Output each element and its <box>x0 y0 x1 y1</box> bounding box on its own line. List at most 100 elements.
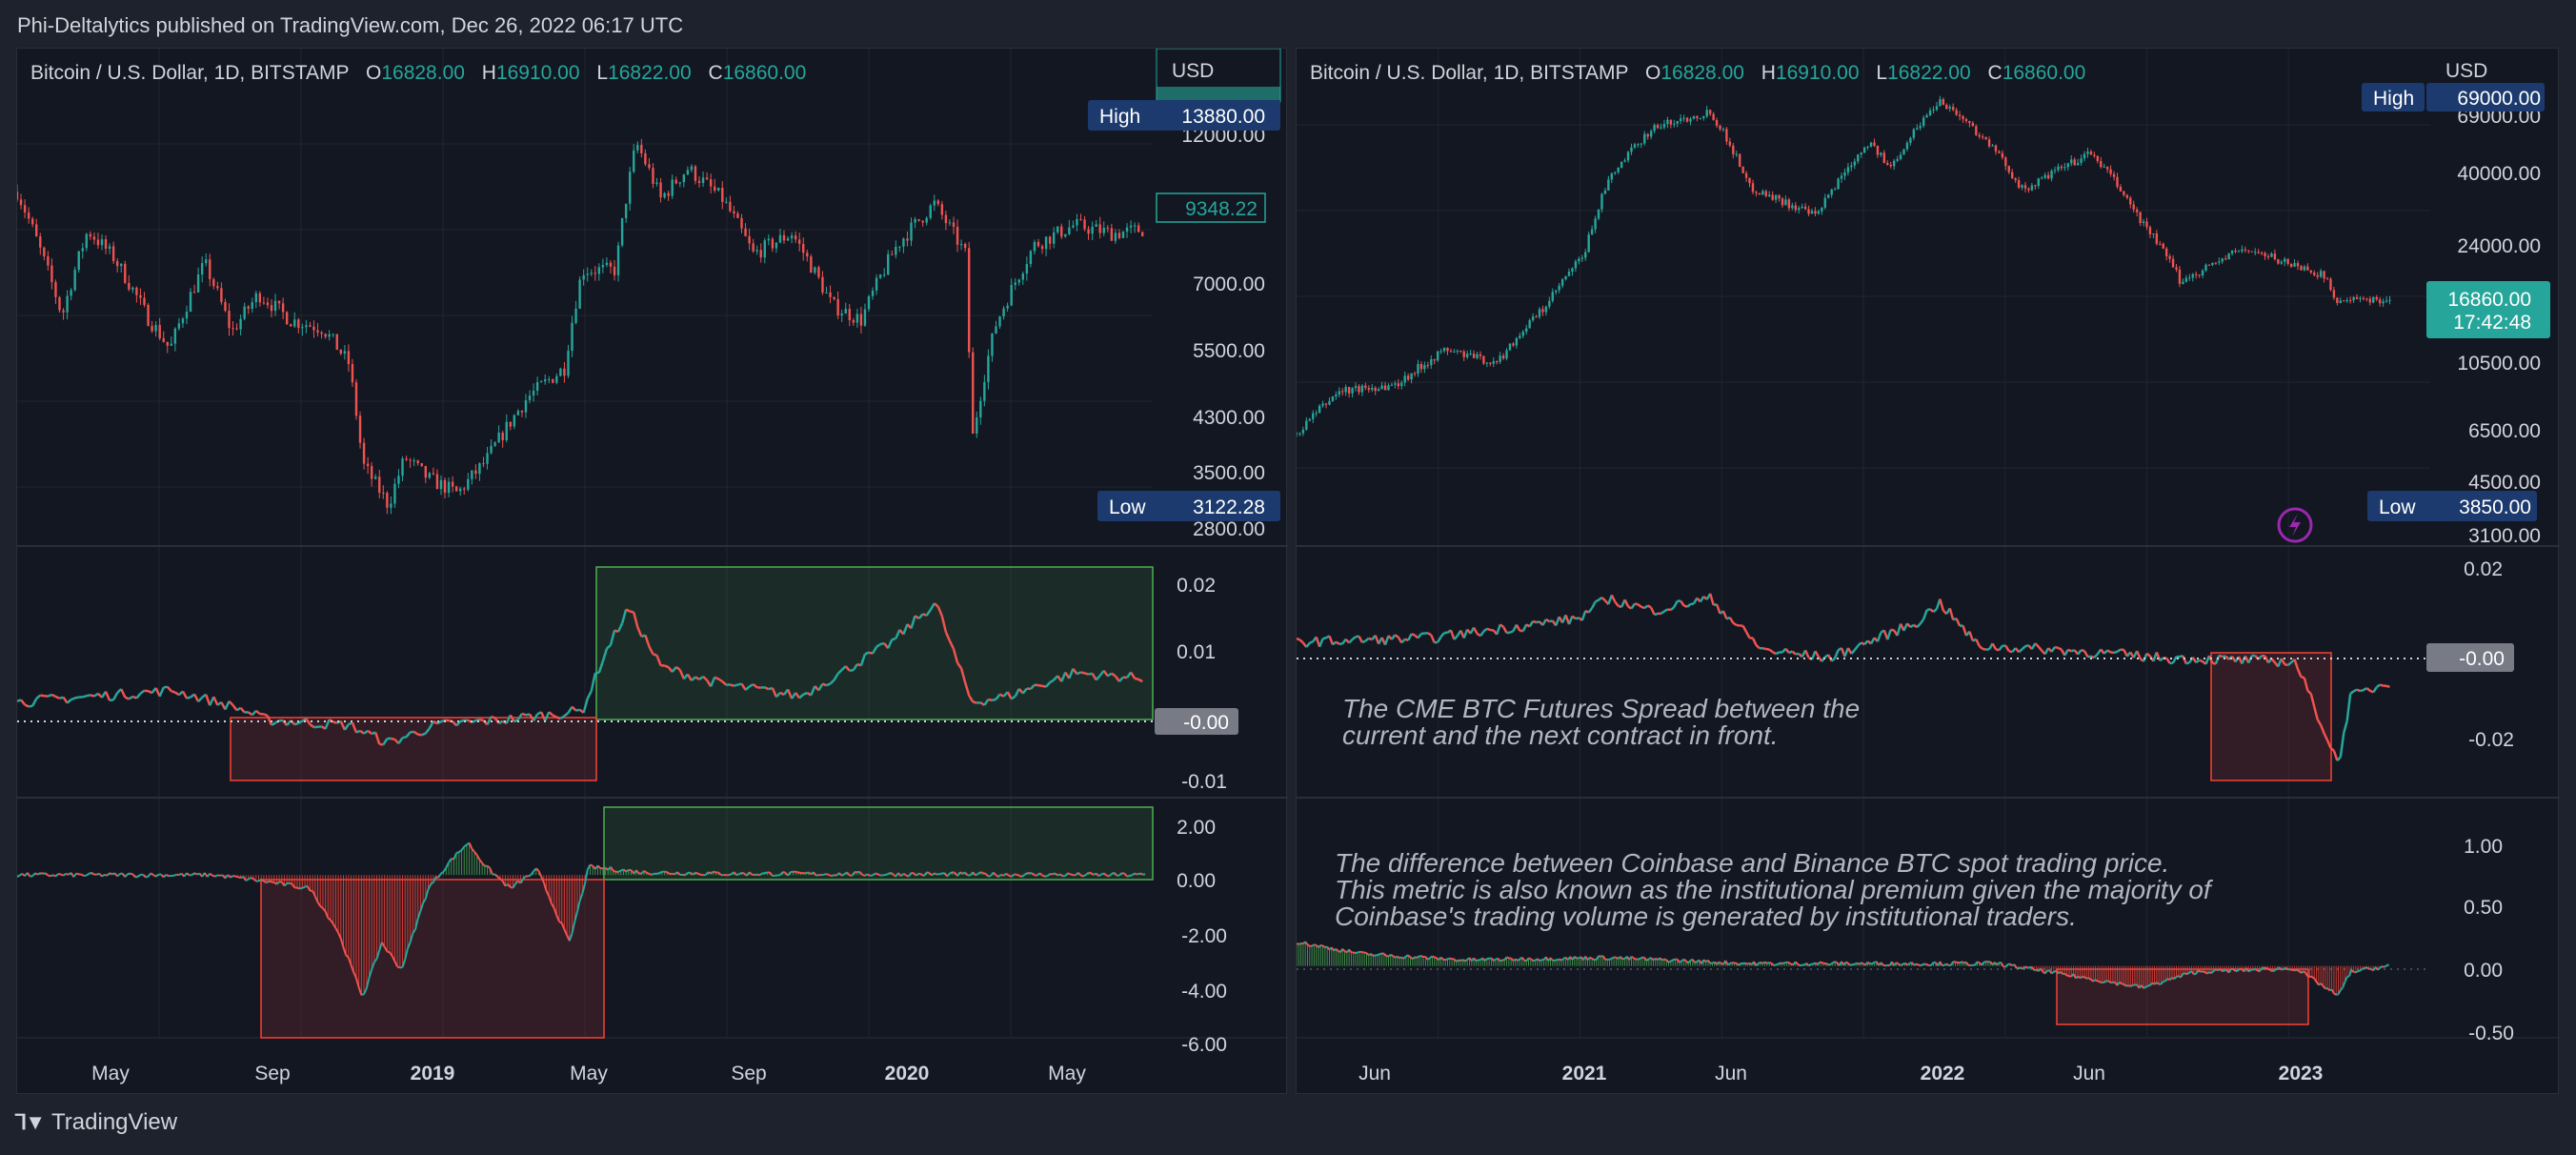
spread-segment <box>1610 594 1617 603</box>
candle-body <box>763 240 766 258</box>
spread-tick: -0.01 <box>1181 771 1227 793</box>
footer-brand[interactable]: ⅂▼ TradingView <box>15 1109 177 1136</box>
candle-body <box>1496 361 1499 363</box>
candle-body <box>1476 354 1479 358</box>
candle-body <box>2152 233 2155 234</box>
candle-body <box>513 415 516 427</box>
premium-segment <box>163 874 168 879</box>
candle-body <box>979 400 982 417</box>
premium-segment <box>230 875 234 879</box>
premium-segment <box>1680 958 1685 962</box>
premium-segment <box>864 873 869 877</box>
premium-segment <box>263 880 268 884</box>
premium-segment <box>1571 956 1576 961</box>
premium-segment <box>1459 959 1463 962</box>
chart-svg-left[interactable]: 12000.00 7000.00 5500.00 4300.00 3500.00… <box>17 49 1288 1095</box>
spread-segment <box>590 673 597 692</box>
symbol-legend-right[interactable]: Bitcoin / U.S. Dollar, 1D, BITSTAMP O168… <box>1310 62 2085 85</box>
candle-body <box>1662 124 1666 128</box>
spread-segment <box>158 686 165 698</box>
candle-body <box>1571 268 1574 272</box>
premium-segment <box>312 890 316 897</box>
spread-segment <box>2224 655 2230 660</box>
candle-body <box>1778 194 1781 199</box>
lightning-icon[interactable] <box>2277 507 2313 543</box>
chart-svg-right[interactable]: The CME BTC Futures Spread between the c… <box>1297 49 2560 1095</box>
spread-segment <box>933 602 939 608</box>
premium-segment <box>542 881 548 892</box>
spread-segment <box>1650 607 1656 616</box>
spread-segment <box>1072 668 1078 675</box>
price-tick: 7000.00 <box>1193 274 1265 295</box>
spread-segment <box>1637 603 1642 608</box>
premium-segment <box>1018 874 1022 878</box>
premium-segment <box>2267 967 2271 972</box>
premium-segment <box>1622 957 1625 961</box>
candle-body <box>505 421 508 440</box>
premium-segment <box>530 870 534 876</box>
close-value: 16860.00 <box>2002 62 2086 84</box>
spread-segment <box>1995 648 2000 652</box>
spread-segment <box>1765 647 1770 651</box>
premium-segment <box>391 955 396 962</box>
premium-segment <box>2257 969 2261 973</box>
chart-panel-left[interactable]: 12000.00 7000.00 5500.00 4300.00 3500.00… <box>16 48 1288 1095</box>
currency-label[interactable]: USD <box>2445 60 2487 82</box>
candle-body <box>96 239 100 246</box>
premium-segment <box>150 872 154 876</box>
premium-segment <box>1560 958 1564 962</box>
candle-body <box>486 453 489 464</box>
spread-segment <box>2284 663 2288 667</box>
premium-segment <box>2239 967 2243 971</box>
candle-body <box>212 279 215 287</box>
spread-segment <box>2142 653 2148 662</box>
candle-body <box>1866 146 1869 148</box>
candle-body <box>1410 373 1413 380</box>
candle-body <box>135 287 138 295</box>
candle-body <box>2034 185 2037 187</box>
candle-body <box>2145 221 2148 228</box>
symbol-legend-left[interactable]: Bitcoin / U.S. Dollar, 1D, BITSTAMP O168… <box>30 62 806 85</box>
premium-segment <box>1866 961 1871 965</box>
spread-segment <box>509 714 515 722</box>
premium-segment <box>50 874 54 878</box>
premium-segment <box>145 875 149 879</box>
spread-segment <box>1351 636 1357 640</box>
spread-segment <box>1482 627 1488 633</box>
candle-body <box>933 200 936 206</box>
premium-segment <box>2053 970 2057 973</box>
candle-body <box>1810 211 1814 214</box>
premium-segment <box>841 873 845 877</box>
candle-body <box>1308 418 1311 421</box>
candle-body <box>2041 177 2043 179</box>
spread-segment <box>1305 641 1311 648</box>
candle-body <box>2086 152 2089 154</box>
premium-segment <box>717 871 722 877</box>
candle-body <box>2080 158 2083 163</box>
candle-body <box>1744 172 1748 178</box>
spread-segment <box>1768 648 1774 654</box>
candle-body <box>1689 118 1692 122</box>
candle-body <box>1653 125 1656 132</box>
premium-segment <box>1534 958 1539 962</box>
spread-segment <box>1784 647 1790 654</box>
premium-segment <box>1355 951 1358 955</box>
last-price-value: 9348.22 <box>1185 198 1258 220</box>
chart-panel-right[interactable]: The CME BTC Futures Spread between the c… <box>1296 48 2560 1095</box>
premium-segment <box>1479 957 1483 962</box>
candle-body <box>2162 243 2164 249</box>
premium-segment <box>858 871 864 876</box>
candle-body <box>196 274 200 293</box>
spread-segment <box>2316 719 2323 726</box>
spread-segment <box>629 610 634 614</box>
candle-body <box>844 309 847 314</box>
price-tick: 24000.00 <box>2457 235 2541 257</box>
premium-segment <box>578 893 584 902</box>
candle-body <box>1141 232 1144 236</box>
premium-segment <box>2328 988 2332 992</box>
spread-segment <box>424 727 431 735</box>
spread-segment <box>455 720 462 727</box>
candle-body <box>1646 133 1649 137</box>
candle-body <box>567 351 570 376</box>
premium-segment <box>499 878 504 882</box>
